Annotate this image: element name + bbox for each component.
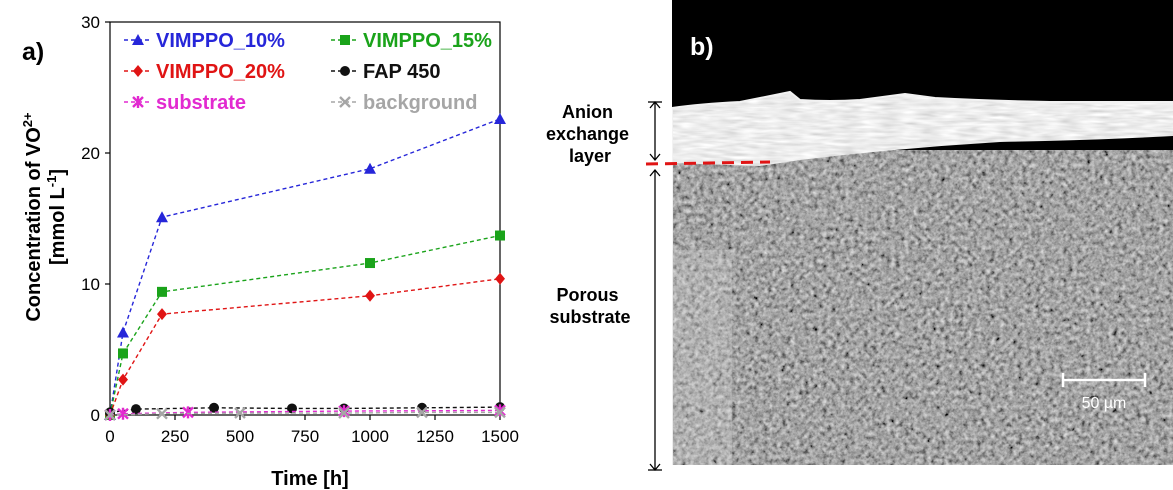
data-point-vimppo-20 <box>157 308 167 321</box>
interface-line <box>645 160 771 166</box>
data-point-substrate <box>494 404 506 417</box>
series-line-vimppo-15 <box>109 234 501 416</box>
panel-b: b) Anion exchange layer Porous substrate… <box>546 0 1173 472</box>
legend-marker-background <box>339 96 351 108</box>
data-point-background <box>156 407 168 420</box>
x-tick-label: 1000 <box>351 427 389 446</box>
svg-text:[mmol L-1]: [mmol L-1] <box>44 169 69 265</box>
porous-substrate-region <box>672 150 1173 465</box>
data-point-background <box>234 407 246 419</box>
data-point-vimppo-10 <box>156 211 168 223</box>
data-point-background <box>494 406 506 419</box>
legend-label-substrate: substrate <box>156 92 246 114</box>
legend-label-vimppo-15: VIMPPO_15% <box>363 30 492 52</box>
series-line-vimppo-10 <box>109 118 501 416</box>
series-vimppo-15 <box>105 230 505 420</box>
y-axis-label-main: Concentration of VO <box>23 127 45 321</box>
y-axis-unit-pre: [mmol L <box>47 187 69 265</box>
legend-marker-vimppo-20 <box>133 65 143 77</box>
data-point-vimppo-20 <box>495 272 505 285</box>
data-point-fap-450 <box>209 402 219 413</box>
legend-marker-vimppo-15 <box>340 35 350 45</box>
series-vimppo-10 <box>104 112 506 420</box>
data-point-vimppo-15 <box>118 348 128 359</box>
data-point-fap-450 <box>131 404 141 415</box>
annotation-anion-exchange-layer: Anion exchange layer <box>546 102 634 166</box>
scale-bar-label: 50 µm <box>1082 395 1127 412</box>
panel-label-a: a) <box>22 38 44 66</box>
x-tick-label: 1250 <box>416 427 454 446</box>
y-axis-unit-sup: -1 <box>44 176 59 188</box>
y-tick-label: 30 <box>81 13 100 32</box>
data-point-vimppo-15 <box>365 258 375 269</box>
data-point-vimppo-20 <box>118 373 128 386</box>
data-point-vimppo-10 <box>364 162 376 174</box>
series-layer <box>104 112 506 421</box>
y-axis-label: Concentration of VO2+ [mmol L-1] <box>20 112 69 322</box>
data-point-vimppo-10 <box>494 112 506 124</box>
data-point-vimppo-20 <box>365 289 375 302</box>
x-tick-label: 500 <box>226 427 254 446</box>
annotation-porous-substrate: Porous substrate <box>549 285 630 327</box>
scale-bar: 50 µm <box>1061 373 1147 412</box>
data-point-background <box>338 407 350 419</box>
y-tick-label: 10 <box>81 275 100 294</box>
legend-label-background: background <box>363 92 477 114</box>
legend-entry-fap-450: FAP 450 <box>331 61 440 83</box>
legend-marker-substrate <box>132 96 144 108</box>
data-point-substrate <box>117 407 129 420</box>
x-tick-label: 750 <box>291 427 319 446</box>
y-axis-ticks: 0 10 20 30 <box>81 13 110 425</box>
legend-entry-background: background <box>331 92 477 114</box>
x-tick-label: 1500 <box>481 427 519 446</box>
data-point-vimppo-10 <box>117 326 129 338</box>
legend-entry-vimppo-15: VIMPPO_15% <box>331 30 492 52</box>
chart-a: a) 0 10 20 30 0 250 500 750 1000 1250 1500 Time [… <box>20 13 519 490</box>
legend-label-vimppo-10: VIMPPO_10% <box>156 30 285 52</box>
legend-marker-vimppo-10 <box>132 34 144 45</box>
legend-marker-fap-450 <box>340 66 350 76</box>
y-tick-label: 20 <box>81 144 100 163</box>
panel-label-b: b) <box>690 33 714 61</box>
y-tick-label: 0 <box>91 406 100 425</box>
legend-entry-substrate: substrate <box>124 92 246 114</box>
x-tick-label: 250 <box>161 427 189 446</box>
x-axis-label: Time [h] <box>271 468 348 490</box>
series-line-vimppo-20 <box>109 278 501 416</box>
data-point-substrate <box>182 406 194 419</box>
legend: VIMPPO_10% VIMPPO_15% VIMPPO_20% FAP 450 sub… <box>124 30 492 114</box>
svg-text:Concentration of VO2+: Concentration of VO2+ <box>20 112 45 322</box>
data-point-substrate <box>338 405 350 418</box>
x-axis-ticks: 0 250 500 750 1000 1250 1500 <box>105 415 519 446</box>
y-axis-unit-post: ] <box>47 169 69 176</box>
x-tick-label: 0 <box>105 427 114 446</box>
data-point-background <box>104 409 116 421</box>
sem-image <box>672 0 1173 465</box>
legend-entry-vimppo-10: VIMPPO_10% <box>124 30 285 52</box>
legend-entry-vimppo-20: VIMPPO_20% <box>124 61 285 83</box>
series-line-fap-450 <box>109 406 501 414</box>
data-point-vimppo-15 <box>157 286 167 297</box>
series-line-background <box>109 411 500 416</box>
data-point-vimppo-15 <box>495 230 505 241</box>
y-axis-label-sup: 2+ <box>20 112 35 127</box>
series-background <box>104 406 506 421</box>
legend-label-fap-450: FAP 450 <box>363 61 440 83</box>
legend-label-vimppo-20: VIMPPO_20% <box>156 61 285 83</box>
data-point-background <box>416 406 428 419</box>
